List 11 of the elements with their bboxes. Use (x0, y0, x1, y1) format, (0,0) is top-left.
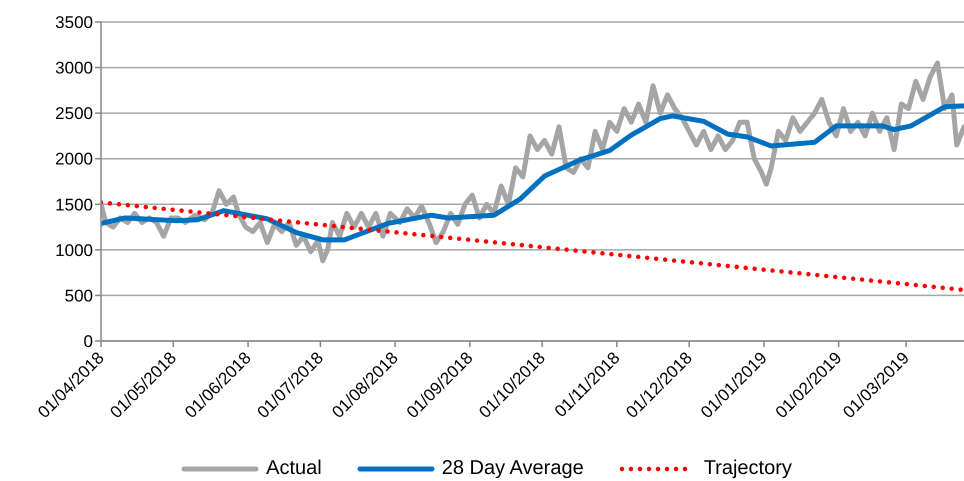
y-tick-label: 3500 (55, 13, 93, 32)
y-tick-label: 0 (84, 332, 93, 352)
y-tick-label: 1000 (55, 240, 93, 260)
legend-label: Actual (266, 457, 322, 480)
y-tick-label: 500 (64, 286, 93, 306)
y-tick-label: 2000 (55, 150, 93, 169)
y-tick-label: 2500 (55, 104, 93, 124)
y-tick-label: 3000 (55, 58, 93, 78)
legend-label: Trajectory (704, 457, 792, 480)
legend-label: 28 Day Average (442, 457, 584, 480)
y-tick-label: 1500 (55, 195, 93, 214)
